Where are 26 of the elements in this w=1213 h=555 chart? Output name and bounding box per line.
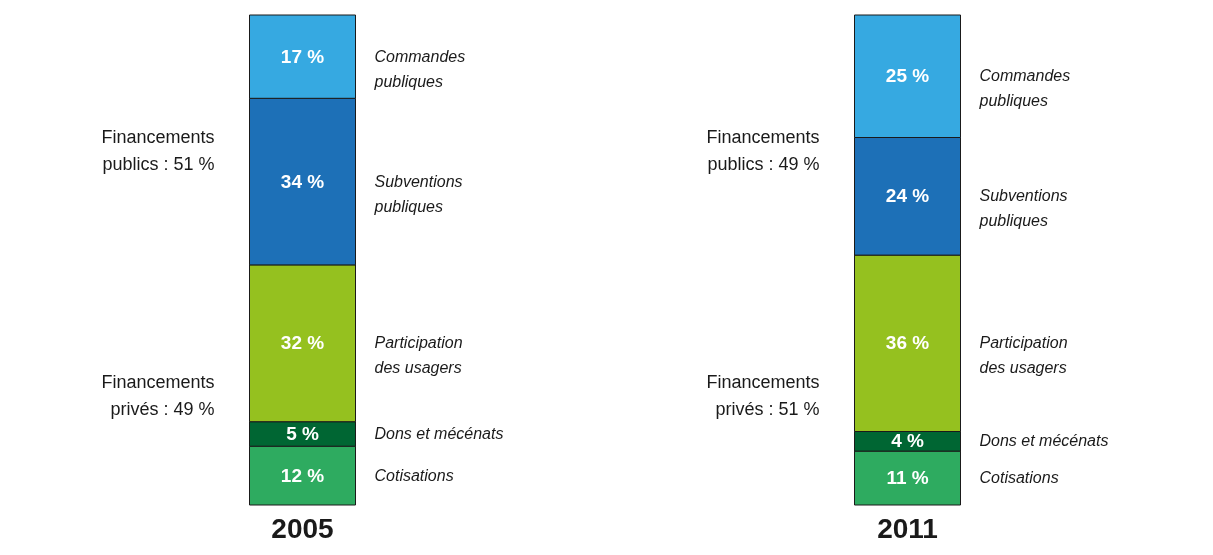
text: Dons et mécénats: [979, 432, 1109, 450]
text: Participation des usagers: [979, 334, 1068, 377]
data-label: 11 %: [886, 467, 929, 489]
text: Commandes publiques: [979, 67, 1071, 110]
data-label: 34 %: [280, 170, 325, 192]
data-label: 17 %: [280, 45, 325, 67]
annotation: Financements publics : 51 %: [101, 126, 215, 174]
series-label: Subventions publiques: [373, 172, 463, 215]
x-tick-label: 2011: [877, 512, 938, 544]
annotation: Financements privés : 49 %: [101, 371, 215, 419]
series-label: Participation des usagers: [374, 334, 463, 377]
series-label: Cotisations: [374, 466, 454, 484]
data-label: 32 %: [280, 332, 325, 354]
data-label: 36 %: [885, 332, 930, 354]
series-label: Dons et mécénats: [374, 424, 504, 442]
x-tick-label: 2005: [271, 512, 334, 544]
series-label: Commandes publiques: [373, 47, 466, 90]
annotation: Financements publics : 49 %: [706, 126, 820, 174]
data-label: 4 %: [891, 430, 924, 452]
data-label: 25 %: [885, 65, 930, 87]
annotation: Financements privés : 51 %: [706, 371, 820, 419]
data-label: 5 %: [286, 422, 319, 444]
text: Subventions publiques: [979, 187, 1068, 230]
text: Cotisations: [979, 469, 1059, 487]
data-label: 12 %: [280, 464, 325, 486]
data-label: 24 %: [885, 185, 930, 207]
